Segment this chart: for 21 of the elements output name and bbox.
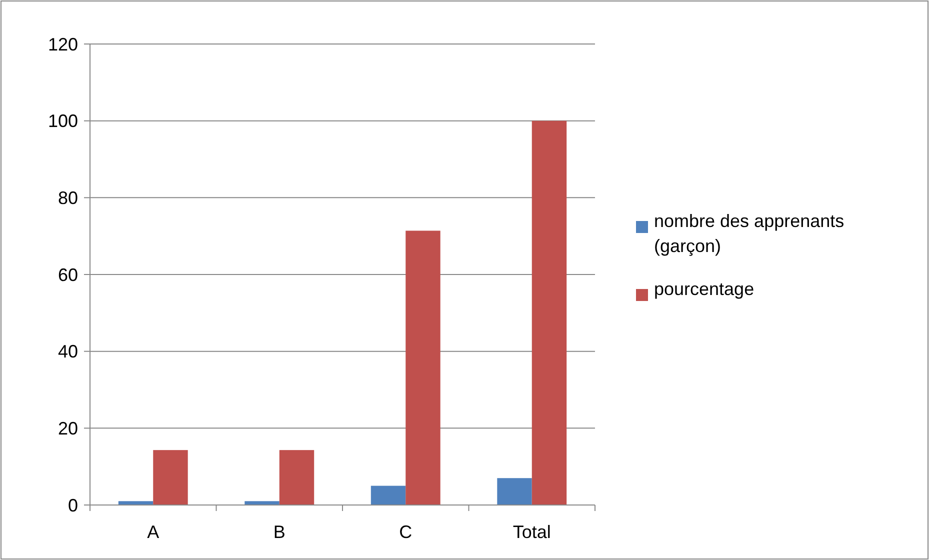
bar [497, 478, 532, 505]
legend-label: nombre des apprenants (garçon) [654, 211, 844, 256]
x-tick-label: A [147, 522, 160, 542]
x-tick-label: C [399, 522, 412, 542]
x-tick-label: Total [512, 522, 551, 542]
y-tick-label: 40 [58, 342, 78, 362]
y-tick-label: 120 [48, 34, 78, 54]
bar [406, 230, 440, 505]
bar [370, 486, 406, 505]
bar [532, 120, 567, 505]
y-tick-label: 60 [58, 264, 78, 285]
bar [118, 501, 154, 505]
y-tick-label: 100 [48, 111, 78, 132]
y-tick-label: 0 [68, 495, 78, 516]
x-tick-label: B [273, 522, 286, 542]
bar [279, 450, 314, 505]
legend-label: pourcentage [654, 279, 754, 299]
bar [244, 501, 280, 505]
y-tick-label: 20 [58, 418, 78, 438]
y-tick-label: 80 [58, 188, 78, 208]
bar [153, 450, 188, 505]
